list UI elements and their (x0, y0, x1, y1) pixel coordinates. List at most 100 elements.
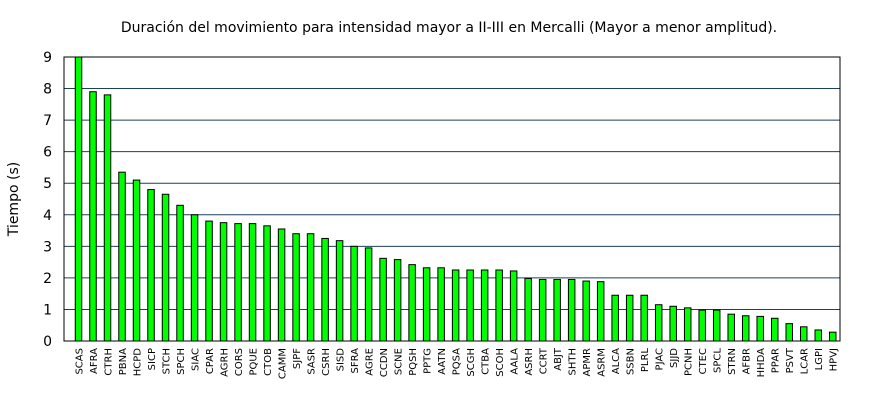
bar-camm (277, 228, 286, 342)
y-tick-label: 0 (43, 334, 52, 350)
bar-hhda (756, 315, 764, 342)
bar-abjt (553, 278, 561, 342)
bar-pqsh (408, 264, 416, 342)
y-tick-label: 4 (43, 208, 52, 224)
x-tick-label: PLRL (640, 348, 651, 373)
y-tick-label: 6 (43, 145, 52, 161)
y-tick-label: 8 (43, 82, 52, 98)
bar-scas (74, 56, 83, 342)
bar-strn (727, 313, 735, 342)
x-tick-label: SHTH (568, 348, 579, 376)
bar-psvt (785, 323, 793, 342)
bar-stch (161, 193, 170, 342)
bar-apmr (582, 280, 590, 342)
x-tick-labels: SCAS AFRA CTRH PBNA HCPD SICP STCH SPCH SIAC CPAR… (75, 347, 840, 379)
x-tick-label: PQUE (249, 348, 260, 376)
x-tick-label: SJJD (669, 348, 680, 368)
x-tick-label: HPVJ (829, 348, 840, 371)
y-tick-label: 7 (43, 113, 52, 129)
bar-pbna (118, 171, 126, 342)
bar-cpar (205, 220, 213, 342)
x-tick-label: SICP (147, 348, 158, 370)
bar-afra (89, 91, 97, 342)
x-tick-label: SPCL (713, 348, 724, 373)
bar-lgpi (814, 329, 822, 342)
bar-sasr (306, 233, 315, 342)
bar-afbr (741, 315, 750, 342)
x-tick-label: PSVT (785, 347, 796, 373)
x-tick-label: ASRM (597, 348, 608, 377)
bar-cors (234, 223, 242, 342)
y-tick-labels: 0 1 2 3 4 5 6 7 8 9 (43, 50, 52, 350)
x-tick-label: SCOH (495, 348, 506, 377)
bar-alca (611, 294, 619, 342)
x-tick-label: AGRH (220, 348, 231, 377)
x-tick-label: ALCA (611, 348, 622, 374)
x-tick-label: CTRH (104, 348, 115, 376)
x-tick-label: PQSA (452, 348, 463, 375)
bar-hcpd (132, 179, 141, 342)
x-tick-label: HHDA (756, 348, 767, 378)
bar-agrh (219, 222, 228, 342)
bar-ccrt (538, 278, 547, 342)
bar-ctob (263, 225, 271, 342)
bar-sjpf (292, 233, 300, 342)
x-tick-label: SPCH (176, 348, 187, 375)
x-tick-label: LCAR (800, 348, 811, 374)
x-tick-label: SASR (307, 348, 318, 375)
bar-ssbn (625, 294, 634, 342)
bar-csrh (321, 237, 329, 342)
x-tick-label: SCNE (394, 348, 405, 375)
bar-plrl (640, 294, 648, 342)
x-tick-label: PCNH (684, 348, 695, 376)
x-tick-label: CPAR (205, 348, 216, 374)
x-tick-label: PJAC (655, 348, 666, 370)
x-tick-label: APMR (582, 348, 593, 376)
y-tick-label: 3 (43, 239, 52, 255)
x-tick-label: AALA (510, 348, 521, 375)
x-tick-label: LGPI (814, 348, 825, 370)
x-tick-label: CTBA (481, 348, 492, 375)
x-tick-label: ABJT (553, 347, 564, 371)
bar-lcar (799, 326, 808, 342)
bar-siac (190, 214, 199, 342)
bar-asrm (596, 281, 605, 342)
x-tick-label: ASRH (524, 348, 535, 376)
bar-pqsa (451, 269, 460, 342)
x-tick-label: HCPD (133, 348, 144, 377)
bar-agre (364, 247, 373, 342)
bar-pjac (654, 304, 663, 342)
x-tick-label: PPTG (423, 348, 434, 374)
chart-title: Duración del movimiento para intensidad … (121, 20, 777, 36)
x-tick-label: AATN (437, 348, 448, 375)
bar-scne (393, 259, 402, 342)
x-tick-label: SJPF (292, 348, 303, 369)
x-tick-label: CTEC (698, 348, 709, 374)
x-tick-label: AGRE (365, 348, 376, 376)
x-tick-label: CSRH (321, 348, 332, 376)
y-tick-label: 1 (43, 302, 52, 318)
bar-sfra (350, 245, 358, 342)
x-tick-label: CAMM (278, 348, 289, 379)
x-tick-label: CORS (234, 348, 245, 376)
y-axis-label: Tiempo (s) (6, 162, 22, 237)
bar-ppar (770, 317, 779, 342)
bar-scoh (495, 269, 503, 342)
bar-ccdn (379, 257, 387, 342)
x-tick-label: AFBR (742, 348, 753, 374)
bar-sjjd (669, 305, 677, 342)
bar-ctba (480, 269, 489, 342)
y-tick-label: 9 (43, 50, 52, 66)
bar-pptg (422, 267, 431, 342)
x-tick-label: SSBN (626, 348, 637, 375)
bar-ctrh (103, 94, 112, 342)
x-tick-label: AFRA (89, 348, 100, 374)
x-tick-label: STCH (162, 348, 173, 374)
bar-aala (509, 270, 518, 342)
bar-hpvj (828, 331, 837, 342)
x-tick-label: CCDN (379, 348, 390, 377)
bar-sicp (147, 189, 155, 342)
bar-ctec (698, 309, 706, 342)
